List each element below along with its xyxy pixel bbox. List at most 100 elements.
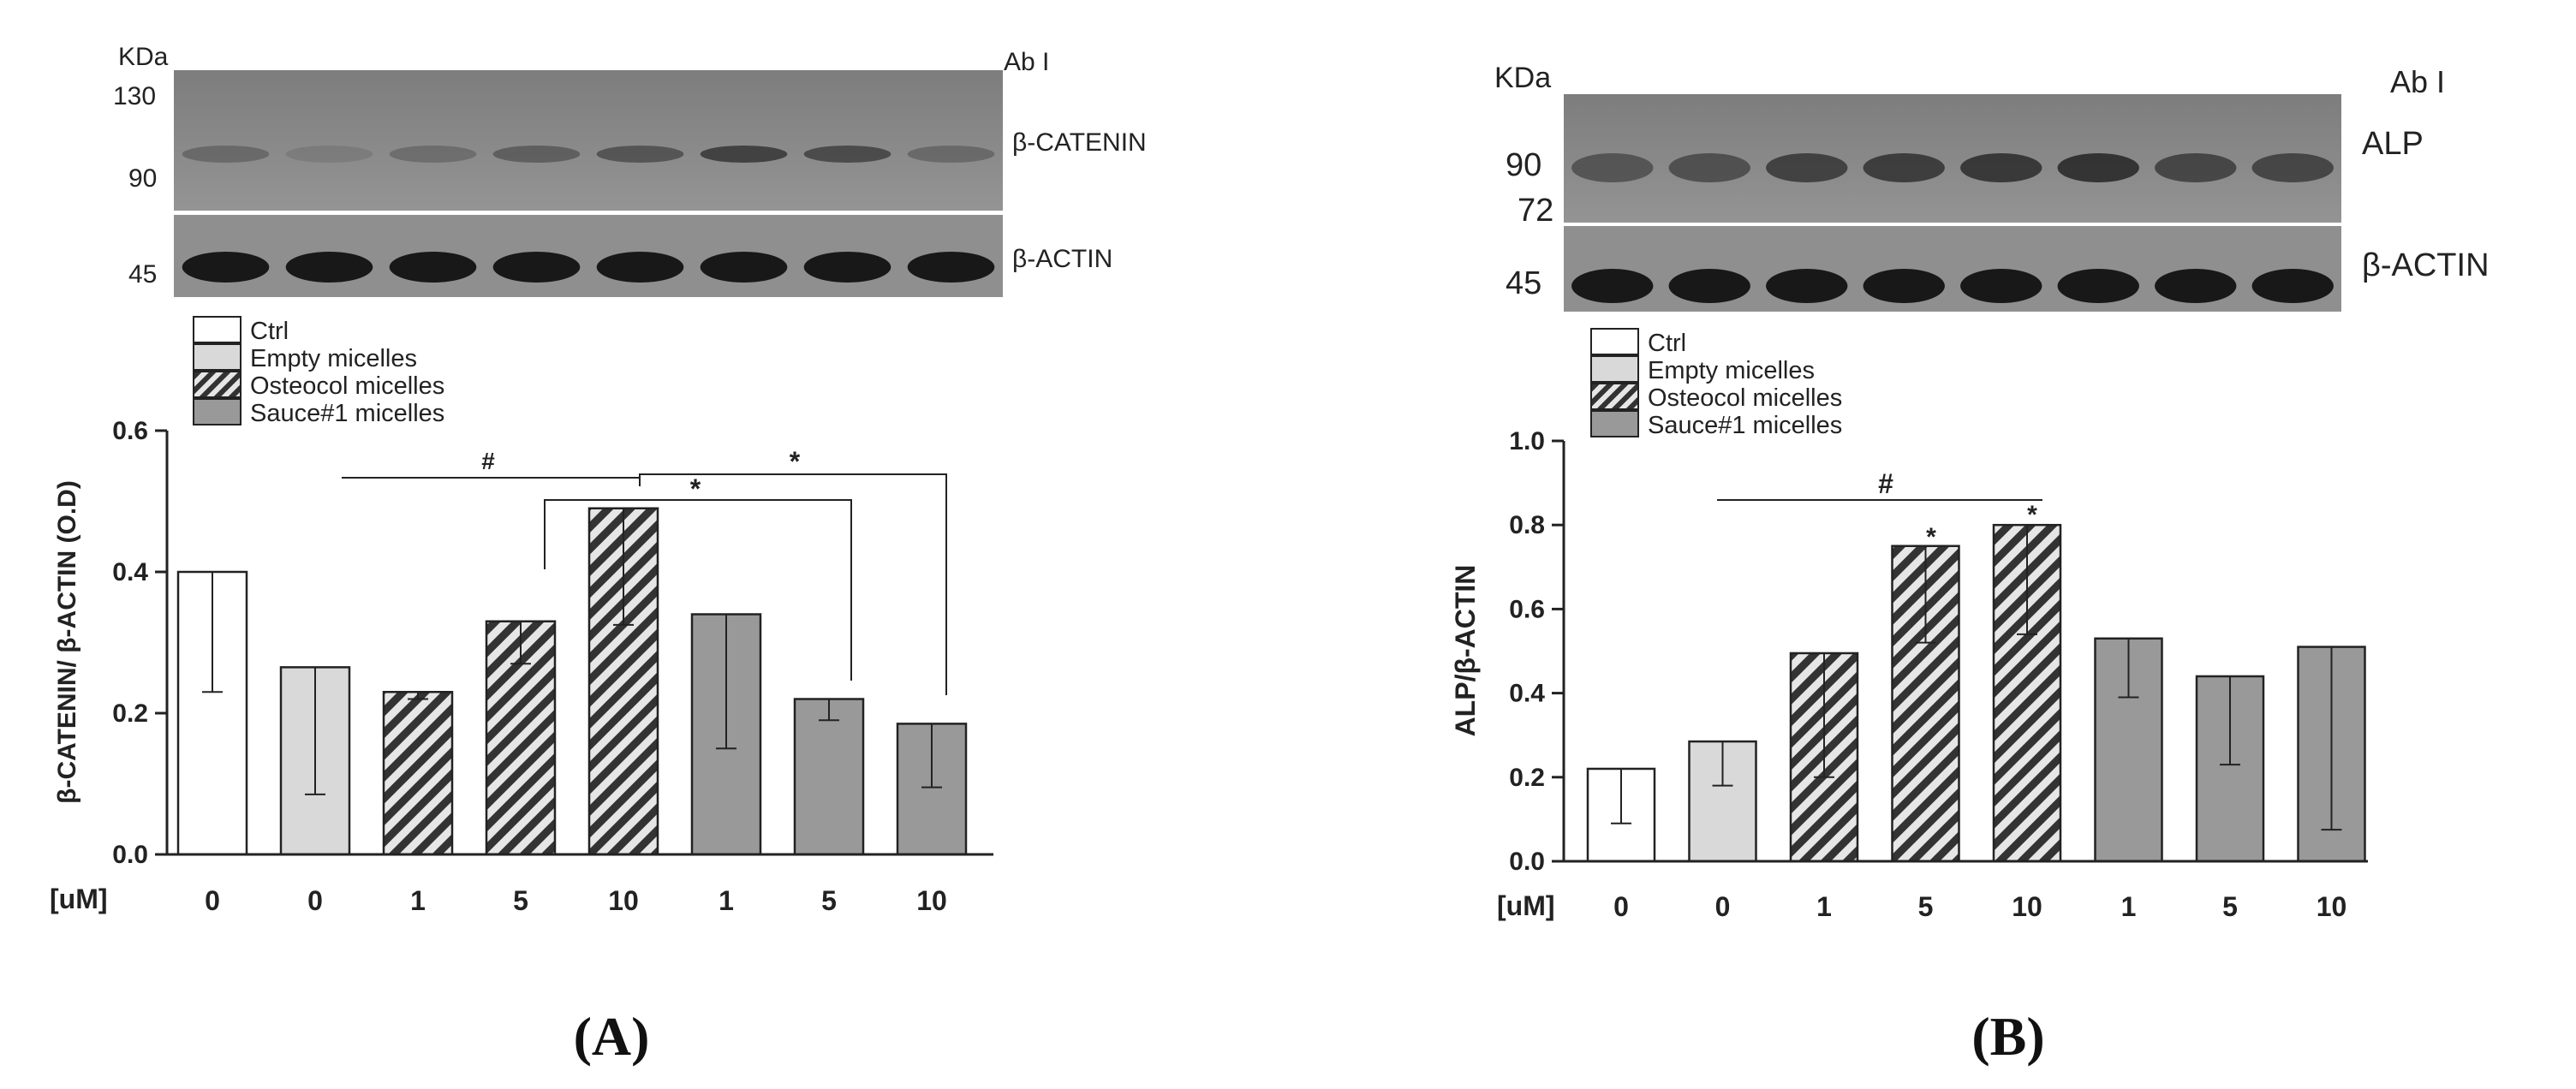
- bar-chart-a: 0.00.20.40.6 0 0 1 5 10 1 5 10 β-CATENIN/ β-ACT…: [50, 417, 993, 916]
- panel-label-b: (B): [1971, 1006, 2044, 1067]
- legend-swatch-ctrl: [193, 316, 242, 343]
- blot-band: [389, 252, 477, 283]
- blot-band: [285, 252, 373, 283]
- blot-band: [492, 146, 581, 163]
- x-tick-label: 0: [307, 885, 323, 916]
- blot-ab-label: Ab I: [2390, 64, 2445, 99]
- y-tick-label: 0.4: [1509, 680, 1545, 708]
- blot-band: [1668, 153, 1750, 182]
- legend-swatch-empty: [193, 343, 242, 371]
- blot-loading-bands: [182, 252, 995, 283]
- legend-label: Sauce#1 micelles: [1648, 412, 1842, 439]
- bracket: [544, 499, 852, 681]
- bracket-label: *: [690, 473, 701, 504]
- legend-swatch-ctrl: [1590, 328, 1639, 355]
- x-unit-label: [uM]: [50, 884, 108, 914]
- blot-band: [1863, 269, 1945, 303]
- blot-target-bands: [1571, 153, 2334, 182]
- blot-marker: 90: [128, 164, 157, 193]
- x-tick-label: 1: [2121, 891, 2137, 922]
- y-tick-label: 1.0: [1509, 427, 1545, 455]
- bar-annotation: *: [2027, 501, 2037, 529]
- blot-band: [907, 252, 995, 283]
- panel-a: KDa Ab I 130 90 45 β-CATENIN β-ACTIN Ctr…: [50, 43, 1147, 1067]
- legend-swatch-osteocol: [193, 371, 242, 398]
- x-tick-label: 5: [513, 885, 528, 916]
- blot-band: [182, 252, 270, 283]
- blot-band: [1668, 269, 1750, 303]
- blot-band: [803, 252, 891, 283]
- y-tick-label: 0.4: [112, 558, 148, 586]
- bracket-label: *: [790, 446, 801, 477]
- blot-loading-strip: [1564, 226, 2341, 312]
- bracket-label: #: [481, 448, 495, 474]
- western-blot-b: KDa Ab I 90 72 45 ALP β-ACTIN: [1494, 62, 2490, 312]
- blot-band: [1960, 269, 2042, 303]
- x-tick-label: 1: [410, 885, 426, 916]
- y-tick-label: 0.0: [1509, 848, 1545, 876]
- blot-band: [2057, 269, 2139, 303]
- blot-marker: 130: [113, 82, 156, 110]
- y-axis-label: β-CATENIN/ β-ACTIN (O.D): [53, 480, 81, 804]
- blot-target-label: β-CATENIN: [1012, 128, 1147, 157]
- blot-marker: 45: [128, 260, 157, 289]
- blot-band: [285, 146, 373, 163]
- bracket: [639, 473, 947, 695]
- significance-brackets-a: # * *: [342, 446, 947, 695]
- blot-band: [2155, 269, 2237, 303]
- y-tick-label: 0.2: [1509, 764, 1545, 792]
- x-tick-label: 0: [1715, 891, 1731, 922]
- legend-swatch-osteocol: [1590, 383, 1639, 410]
- blot-band: [596, 252, 684, 283]
- x-tick-label: 10: [916, 885, 947, 916]
- blot-loading-label: β-ACTIN: [1012, 245, 1112, 273]
- blot-loading-label: β-ACTIN: [2362, 247, 2490, 283]
- x-tick-label: 5: [2222, 891, 2238, 922]
- blot-target-label: ALP: [2362, 126, 2424, 162]
- blot-marker: 72: [1518, 193, 1553, 229]
- blot-band: [182, 146, 270, 163]
- blot-band: [2251, 153, 2334, 182]
- panel-label-a: (A): [574, 1006, 650, 1067]
- blot-band: [596, 146, 684, 163]
- blot-band: [1571, 153, 1654, 182]
- x-tick-label: 10: [2012, 891, 2042, 922]
- blot-band: [700, 146, 788, 163]
- blot-band: [492, 252, 581, 283]
- panel-b: KDa Ab I 90 72 45 ALP β-ACTIN Ctrl Empty…: [1450, 62, 2490, 1067]
- blot-band: [389, 146, 477, 163]
- blot-kda-label: KDa: [1494, 62, 1551, 94]
- blot-band: [1571, 269, 1654, 303]
- legend-label: Empty micelles: [250, 345, 417, 372]
- x-tick-label: 1: [1816, 891, 1832, 922]
- x-tick-label: 0: [1613, 891, 1629, 922]
- significance-brackets-b: # * *: [1717, 468, 2042, 551]
- x-tick-label: 5: [1918, 891, 1934, 922]
- y-tick-label: 0.0: [112, 841, 148, 869]
- legend-label: Ctrl: [250, 318, 289, 345]
- x-tick-label: 10: [2317, 891, 2347, 922]
- legend-label: Ctrl: [1648, 330, 1686, 357]
- bracket: [342, 477, 641, 486]
- blot-band: [700, 252, 788, 283]
- blot-band: [803, 146, 891, 163]
- blot-band: [1960, 153, 2042, 182]
- blot-loading-strip: [174, 215, 1003, 297]
- bar-chart-b: 0.00.20.40.60.81.0 0 0 1 5 10 1 5 10 ALP/β-ACTI…: [1450, 427, 2368, 922]
- blot-kda-label: KDa: [118, 43, 169, 71]
- legend-label: Osteocol micelles: [1648, 384, 1842, 412]
- y-tick-label: 0.2: [112, 699, 148, 728]
- y-tick-label: 0.8: [1509, 511, 1545, 539]
- blot-marker: 45: [1506, 265, 1541, 301]
- x-tick-label: 0: [205, 885, 220, 916]
- blot-band: [1766, 153, 1848, 182]
- blot-target-bands: [182, 146, 995, 163]
- legend-swatch-sauce: [193, 398, 242, 425]
- x-tick-label: 5: [821, 885, 837, 916]
- x-tick-label: 10: [608, 885, 639, 916]
- y-axis-label: ALP/β-ACTIN: [1450, 565, 1481, 737]
- legend-b: Ctrl Empty micelles Osteocol micelles Sa…: [1590, 328, 1842, 439]
- bar: [382, 691, 454, 856]
- western-blot-a: KDa Ab I 130 90 45 β-CATENIN β-ACTIN: [113, 43, 1147, 297]
